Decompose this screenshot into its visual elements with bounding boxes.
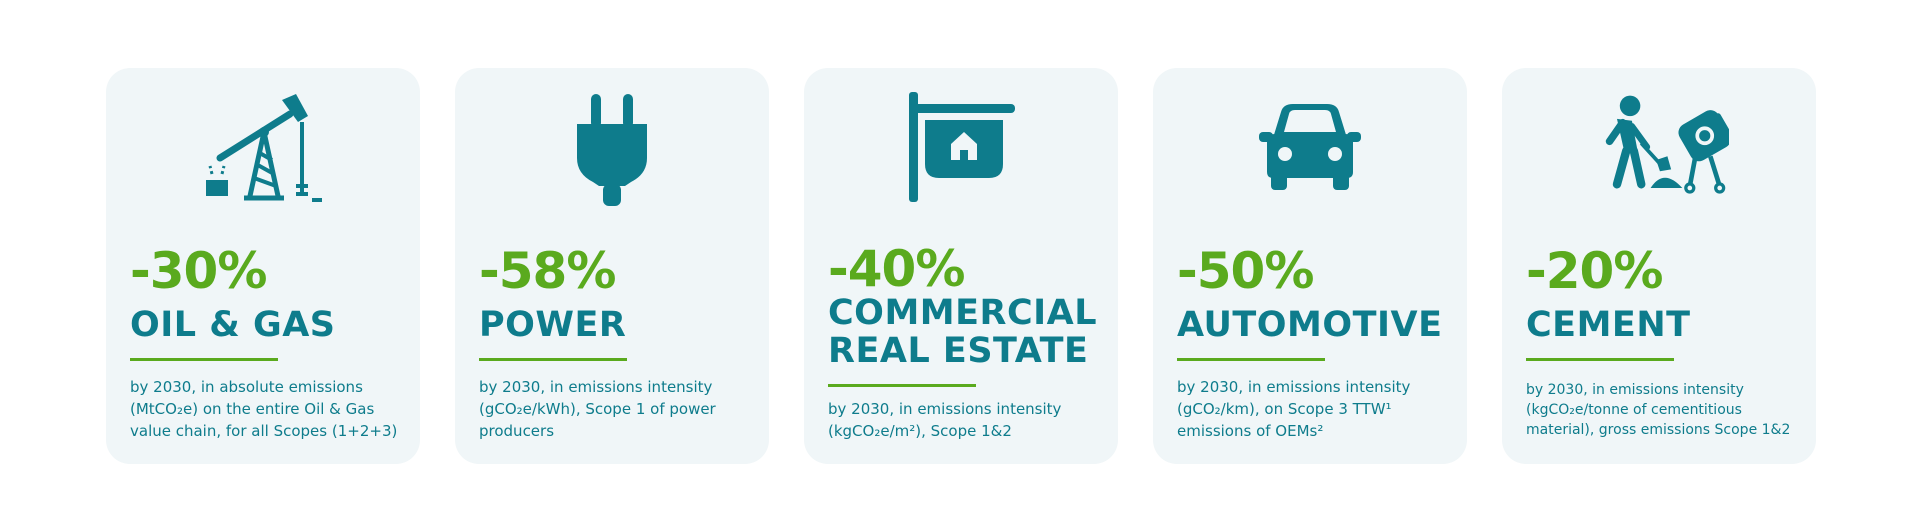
sector-title-line: COMMERCIAL: [828, 293, 1098, 333]
sector-title-line: REAL ESTATE: [828, 331, 1089, 371]
oil-pump-jack-icon: [193, 86, 333, 206]
target-description: by 2030, in emissions intensity (gCO₂/km…: [1177, 378, 1411, 440]
green-divider: [130, 358, 278, 361]
sector-targets-row: -30% OIL & GAS by 2030, in absolute emis…: [106, 68, 1816, 464]
green-divider: [1177, 358, 1325, 361]
sector-title: CEMENT: [1526, 306, 1691, 344]
power-plug-icon: [542, 86, 682, 206]
reduction-percent: -50%: [1177, 242, 1314, 300]
car-icon: [1240, 86, 1380, 206]
sector-title-line: AUTOMOTIVE: [1177, 305, 1443, 345]
real-estate-sign-icon: [891, 86, 1031, 206]
reduction-percent: -20%: [1526, 242, 1663, 300]
sector-title: AUTOMOTIVE: [1177, 306, 1443, 344]
sector-card-cement: -20% CEMENT by 2030, in emissions intens…: [1502, 68, 1816, 464]
reduction-percent: -58%: [479, 242, 616, 300]
cement-mixer-worker-icon: [1589, 86, 1729, 206]
green-divider: [1526, 358, 1674, 361]
sector-title: POWER: [479, 306, 626, 344]
sector-card-oil-gas: -30% OIL & GAS by 2030, in absolute emis…: [106, 68, 420, 464]
sector-title-line: OIL & GAS: [130, 305, 336, 345]
reduction-percent: -30%: [130, 242, 267, 300]
green-divider: [828, 384, 976, 387]
sector-title-line: CEMENT: [1526, 305, 1691, 345]
sector-title: COMMERCIAL REAL ESTATE: [828, 294, 1097, 370]
target-description: by 2030, in absolute emissions (MtCO₂e) …: [130, 378, 398, 440]
sector-title-line: POWER: [479, 305, 627, 345]
sector-card-commercial-real-estate: -40% COMMERCIAL REAL ESTATE by 2030, in …: [804, 68, 1118, 464]
sector-card-automotive: -50% AUTOMOTIVE by 2030, in emissions in…: [1153, 68, 1467, 464]
green-divider: [479, 358, 627, 361]
target-description: by 2030, in emissions intensity (kgCO₂e/…: [828, 400, 1062, 440]
reduction-percent: -40%: [828, 240, 965, 298]
target-description: by 2030, in emissions intensity (gCO₂e/k…: [479, 378, 716, 440]
sector-title: OIL & GAS: [130, 306, 336, 344]
sector-card-power: -58% POWER by 2030, in emissions intensi…: [455, 68, 769, 464]
target-description: by 2030, in emissions intensity (kgCO₂e/…: [1526, 382, 1791, 438]
